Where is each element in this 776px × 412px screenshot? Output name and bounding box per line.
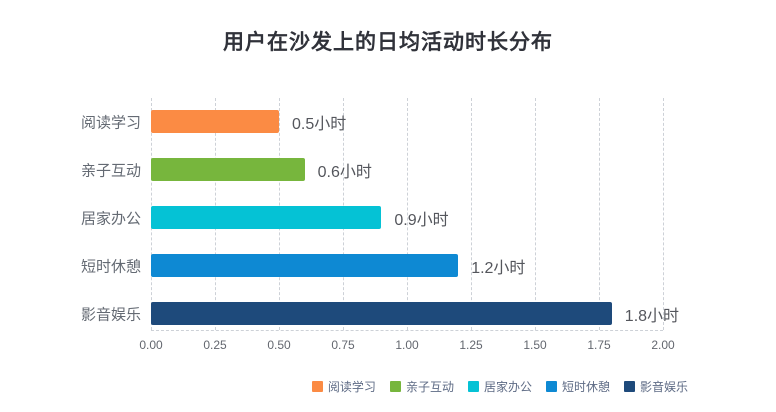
bar-亲子互动: [151, 158, 305, 181]
legend-swatch-icon: [467, 381, 479, 392]
legend-label: 阅读学习: [327, 380, 376, 394]
legend-item-亲子互动[interactable]: 亲子互动: [389, 378, 454, 395]
gridline-x-1.50: [535, 98, 536, 330]
legend-item-影音娱乐[interactable]: 影音娱乐: [623, 378, 688, 395]
value-label: 1.8小时: [624, 307, 680, 325]
legend-swatch-icon: [311, 381, 323, 392]
x-tick-label: 0.25: [203, 338, 227, 352]
chart-title: 用户在沙发上的日均活动时长分布: [223, 31, 553, 54]
value-label: 0.6小时: [317, 163, 372, 181]
category-label: 影音娱乐: [80, 306, 141, 323]
category-label: 阅读学习: [80, 114, 141, 131]
plot-area: [151, 98, 664, 331]
x-tick-label: 0.50: [267, 338, 291, 352]
bar-影音娱乐: [151, 302, 612, 325]
x-tick-label: 1.00: [395, 338, 419, 352]
bar-居家办公: [151, 206, 382, 229]
gridline-x-2.00: [663, 98, 664, 330]
x-tick-label: 1.75: [587, 338, 611, 352]
gridline-x-1.75: [599, 98, 600, 330]
legend-item-短时休憩[interactable]: 短时休憩: [545, 378, 610, 395]
x-tick-label: 0.75: [331, 338, 355, 352]
gridline-x-1.00: [407, 98, 408, 330]
gridline-x-1.25: [471, 98, 472, 330]
x-tick-label: 0.00: [139, 338, 163, 352]
value-label: 1.2小时: [471, 259, 526, 277]
legend: 阅读学习 亲子互动 居家办公 短时休憩 影音娱乐: [311, 378, 688, 395]
x-tick-label: 1.50: [523, 338, 547, 352]
legend-label: 居家办公: [483, 380, 532, 394]
legend-item-居家办公[interactable]: 居家办公: [467, 378, 532, 395]
legend-swatch-icon: [545, 381, 557, 392]
category-label: 居家办公: [80, 210, 141, 227]
bar-短时休憩: [151, 254, 459, 277]
legend-item-阅读学习[interactable]: 阅读学习: [311, 378, 376, 395]
legend-label: 短时休憩: [561, 380, 610, 394]
value-label: 0.9小时: [394, 211, 449, 229]
bar-阅读学习: [151, 110, 279, 133]
legend-label: 影音娱乐: [639, 380, 688, 394]
x-tick-label: 2.00: [651, 338, 675, 352]
x-tick-label: 1.25: [459, 338, 483, 352]
legend-label: 亲子互动: [405, 380, 454, 394]
category-label: 亲子互动: [80, 162, 141, 179]
legend-swatch-icon: [389, 381, 401, 392]
legend-swatch-icon: [623, 381, 635, 392]
category-label: 短时休憩: [80, 258, 141, 275]
value-label: 0.5小时: [292, 115, 347, 133]
